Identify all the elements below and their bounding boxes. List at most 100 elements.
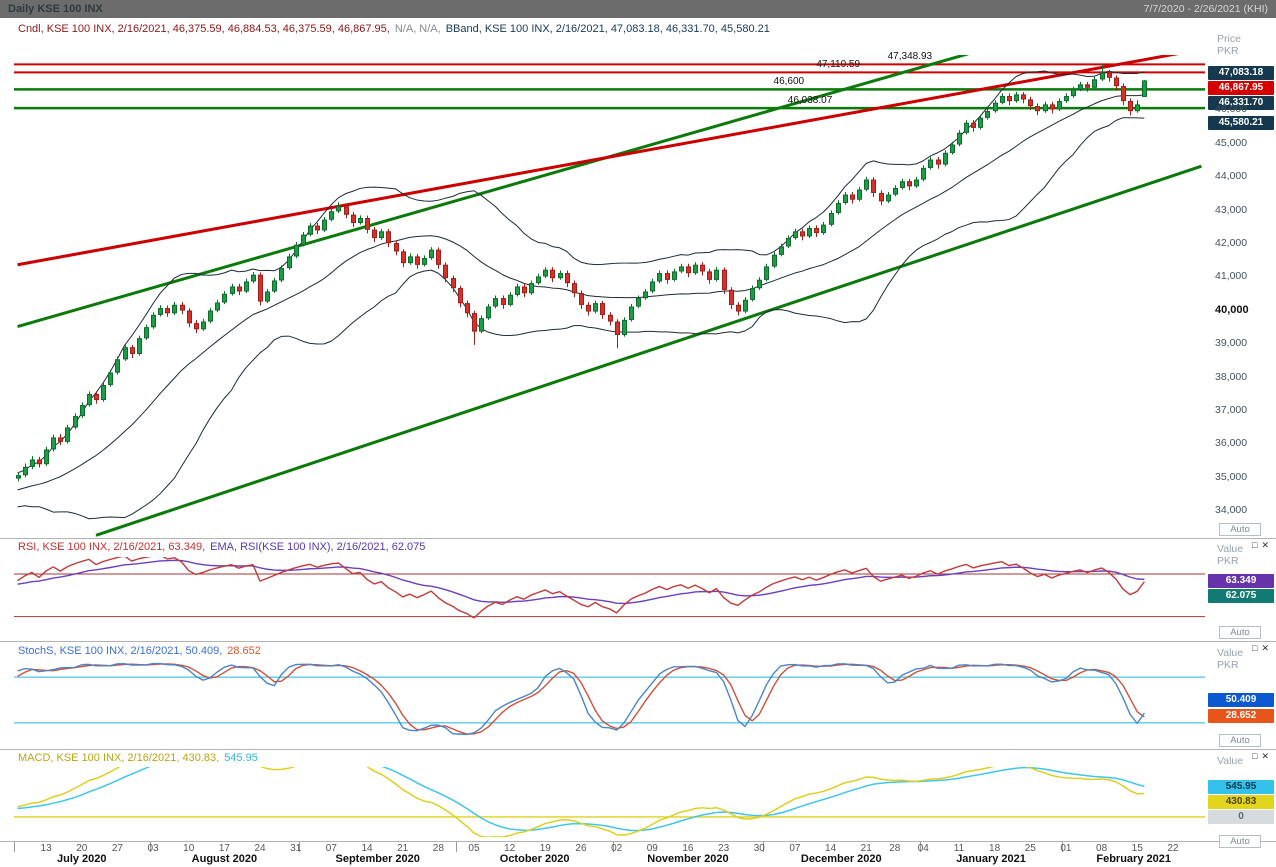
week-tick-label: 04 xyxy=(917,843,929,854)
rsi-legend: RSI, KSE 100 INX, 2/16/2021, 63.349, EMA,… xyxy=(18,541,430,553)
week-tick-label: 26 xyxy=(575,843,587,854)
price-tick-label: 42,000 xyxy=(1215,237,1248,250)
week-tick-label: 27 xyxy=(111,843,123,854)
support-label-46600: 46,600 xyxy=(773,76,805,88)
week-tick-label: 22 xyxy=(1167,843,1179,854)
week-tick-label: 11 xyxy=(953,843,965,854)
last-price-badge: 46,867.95 xyxy=(1208,81,1274,96)
na-values-legend: N/A, N/A, xyxy=(394,23,441,35)
support-label-46038: 46,038.07 xyxy=(787,95,833,107)
week-tick-label: 07 xyxy=(325,843,337,854)
candle-series-legend[interactable]: Cndl, KSE 100 INX, 2/16/2021, 46,375.59,… xyxy=(18,23,390,35)
macd-signal-legend[interactable]: 545.95 xyxy=(224,752,258,764)
rsi-axis-currency: PKR xyxy=(1217,555,1239,567)
macd-series-legend[interactable]: MACD, KSE 100 INX, 2/16/2021, 430.83, xyxy=(18,752,220,764)
week-tick-label: 16 xyxy=(682,843,694,854)
main-legend: Cndl, KSE 100 INX, 2/16/2021, 46,375.59,… xyxy=(18,23,775,35)
restore-icon[interactable]: □ xyxy=(1252,751,1258,761)
restore-icon[interactable]: □ xyxy=(1252,540,1258,550)
month-label: January 2021 xyxy=(956,853,1026,865)
stoch-d-value-legend[interactable]: 28.652 xyxy=(227,645,261,657)
price-tick-label: 36,000 xyxy=(1215,437,1248,450)
week-tick-label: 18 xyxy=(989,843,1001,854)
price-tick-label: 41,000 xyxy=(1215,270,1248,283)
price-axis-currency: PKR xyxy=(1217,45,1239,57)
macd-window-controls: □ ✕ xyxy=(1248,751,1269,762)
week-tick-label: 21 xyxy=(397,843,409,854)
week-tick-label: 14 xyxy=(825,843,837,854)
week-tick-label: 08 xyxy=(1096,843,1108,854)
stoch-window-controls: □ ✕ xyxy=(1248,643,1269,654)
price-tick-label: 38,000 xyxy=(1215,370,1248,383)
week-tick-label: 19 xyxy=(539,843,551,854)
month-label: August 2020 xyxy=(191,853,258,865)
rsi-autoscale-button[interactable]: Auto xyxy=(1219,626,1261,639)
week-tick-label: 09 xyxy=(646,843,658,854)
stoch-autoscale-button[interactable]: Auto xyxy=(1219,734,1261,747)
rsi-ema-value-badge: 62.075 xyxy=(1208,589,1274,604)
window-title: Daily KSE 100 INX xyxy=(8,3,103,15)
rsi-ema-series-legend[interactable]: EMA, RSI(KSE 100 INX), 2/16/2021, 62.075 xyxy=(210,541,426,553)
week-tick-label: 12 xyxy=(504,843,516,854)
week-tick-label: 20 xyxy=(76,843,88,854)
week-tick-label: 28 xyxy=(432,843,444,854)
week-tick-label: 13 xyxy=(40,843,52,854)
week-tick-label: 03 xyxy=(147,843,159,854)
rsi-axis-title: Value xyxy=(1217,543,1244,555)
week-tick-label: 31 xyxy=(290,843,302,854)
rsi-series-legend[interactable]: RSI, KSE 100 INX, 2/16/2021, 63.349, xyxy=(18,541,206,553)
stoch-series-legend[interactable]: StochS, KSE 100 INX, 2/16/2021, 50.409, xyxy=(18,645,223,657)
month-label: February 2021 xyxy=(1096,853,1171,865)
main-autoscale-button[interactable]: Auto xyxy=(1219,523,1261,536)
stoch-legend: StochS, KSE 100 INX, 2/16/2021, 50.409, 2… xyxy=(18,645,266,657)
price-axis-title: Price xyxy=(1217,33,1241,45)
week-tick-label: 02 xyxy=(611,843,623,854)
bband-middle-badge: 46,331.70 xyxy=(1208,96,1274,111)
macd-axis-title: Value xyxy=(1217,755,1244,767)
restore-icon[interactable]: □ xyxy=(1252,643,1258,653)
macd-legend: MACD, KSE 100 INX, 2/16/2021, 430.83, 545… xyxy=(18,752,263,764)
month-label: October 2020 xyxy=(499,853,570,865)
close-icon[interactable]: ✕ xyxy=(1261,643,1269,653)
rsi-window-controls: □ ✕ xyxy=(1248,540,1269,551)
macd-autoscale-button[interactable]: Auto xyxy=(1219,835,1261,848)
bband-upper-badge: 47,083.18 xyxy=(1208,66,1274,81)
price-tick-label: 46,000 xyxy=(1215,103,1248,116)
week-tick-label: 28 xyxy=(889,843,901,854)
rsi-value-badge: 63.349 xyxy=(1208,574,1274,589)
price-tick-label: 44,000 xyxy=(1215,170,1248,183)
price-tick-label: 34,000 xyxy=(1215,504,1248,517)
price-tick-label: 39,000 xyxy=(1215,337,1248,350)
week-tick-label: 17 xyxy=(218,843,230,854)
price-tick-label: 40,000 xyxy=(1215,303,1249,316)
macd-signal-badge: 545.95 xyxy=(1208,780,1274,795)
stoch-axis-currency: PKR xyxy=(1217,659,1239,671)
month-label: November 2020 xyxy=(647,853,729,865)
week-tick-label: 10 xyxy=(183,843,195,854)
week-tick-label: 24 xyxy=(254,843,266,854)
week-tick-label: 14 xyxy=(361,843,373,854)
week-tick-label: 01 xyxy=(1060,843,1072,854)
resistance-label-47110: 47,110.59 xyxy=(816,59,861,71)
stoch-axis-title: Value xyxy=(1217,647,1244,659)
month-label: December 2020 xyxy=(800,853,882,865)
price-tick-label: 37,000 xyxy=(1215,404,1248,417)
week-tick-label: 23 xyxy=(718,843,730,854)
chart-date-range: 7/7/2020 - 2/26/2021 (KHI) xyxy=(1143,3,1268,15)
week-tick-label: 30 xyxy=(753,843,765,854)
price-tick-label: 43,000 xyxy=(1215,203,1248,216)
stoch-k-badge: 50.409 xyxy=(1208,692,1274,707)
week-tick-label: 15 xyxy=(1131,843,1143,854)
week-tick-label: 07 xyxy=(789,843,801,854)
macd-zero-badge: 0 xyxy=(1208,809,1274,824)
price-tick-label: 35,000 xyxy=(1215,470,1248,483)
stoch-d-badge: 28.652 xyxy=(1208,709,1274,724)
month-label: July 2020 xyxy=(56,853,107,865)
close-icon[interactable]: ✕ xyxy=(1261,751,1269,761)
close-icon[interactable]: ✕ xyxy=(1261,540,1269,550)
week-tick-label: 25 xyxy=(1024,843,1036,854)
price-tick-label: 45,000 xyxy=(1215,136,1248,149)
bband-series-legend[interactable]: BBand, KSE 100 INX, 2/16/2021, 47,083.18… xyxy=(445,23,770,35)
